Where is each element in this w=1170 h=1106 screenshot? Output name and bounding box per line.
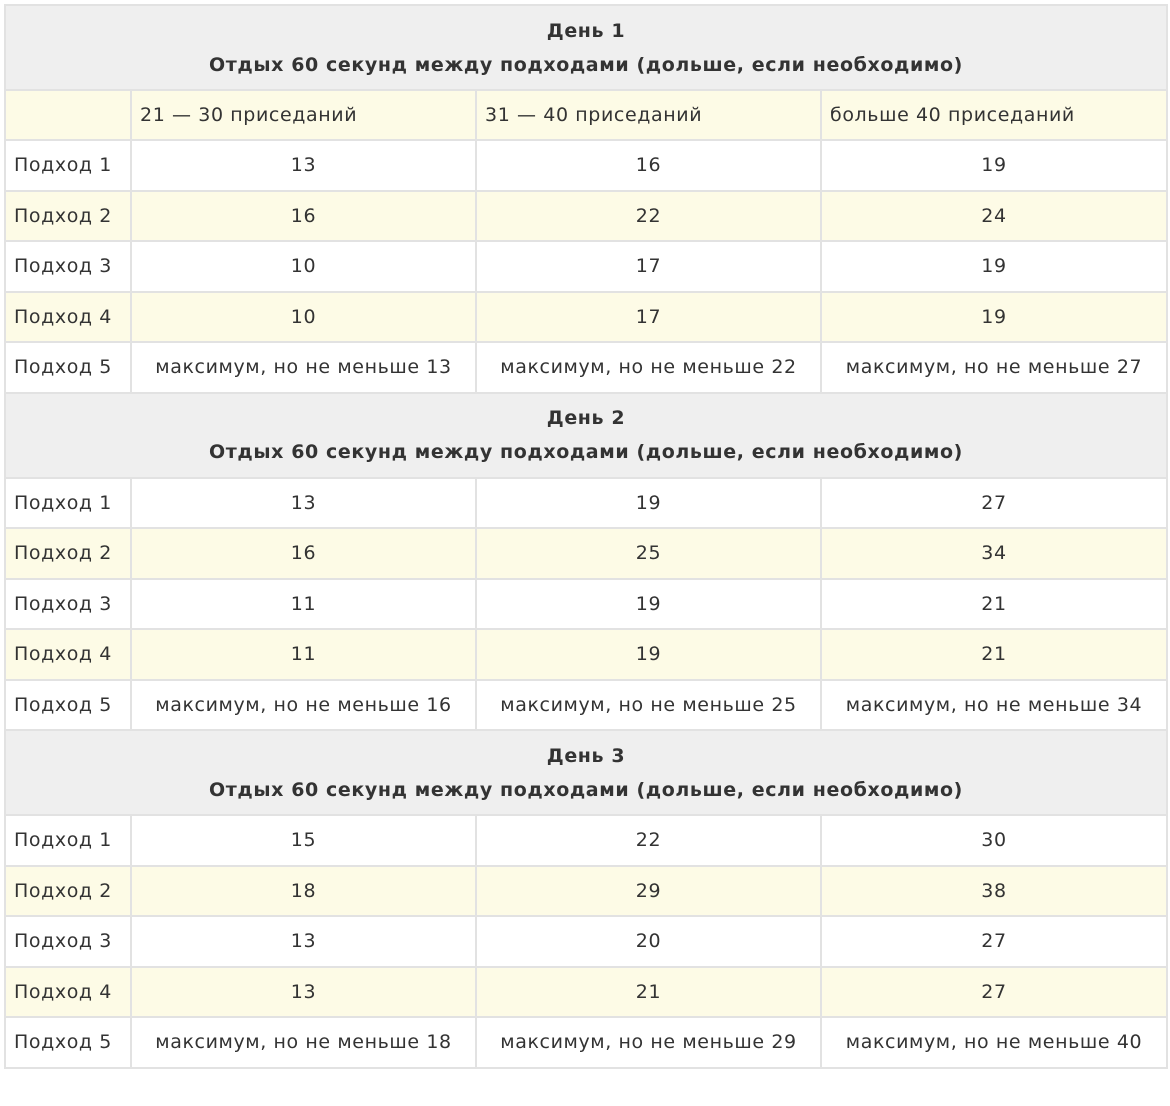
rep-cell: 27 [820, 476, 1168, 529]
rep-cell: 27 [820, 965, 1168, 1018]
rep-cell: максимум, но не меньше 40 [820, 1016, 1168, 1069]
corner-cell [4, 89, 132, 141]
rep-cell: 24 [820, 189, 1168, 242]
set-row: Подход 5 максимум, но не меньше 16 максиму… [4, 678, 1168, 731]
rep-cell: максимум, но не меньше 18 [130, 1016, 477, 1069]
column-header-row: 21 — 30 приседаний 31 — 40 приседаний боль… [4, 89, 1168, 141]
rep-cell: 19 [820, 240, 1168, 293]
set-label: Подход 5 [4, 341, 132, 394]
day-header-row: День 1 Отдых 60 секунд между подходами (д… [4, 4, 1168, 91]
table-body: День 1 Отдых 60 секунд между подходами (д… [4, 4, 1168, 1069]
rep-cell: 11 [130, 628, 477, 681]
set-label: Подход 4 [4, 965, 132, 1018]
set-row: Подход 5 максимум, но не меньше 13 максиму… [4, 341, 1168, 394]
rep-cell: 11 [130, 577, 477, 630]
set-label: Подход 3 [4, 915, 132, 968]
set-row: Подход 1 13 16 19 [4, 139, 1168, 192]
day-subtitle: Отдых 60 секунд между подходами (дольше,… [209, 53, 963, 76]
rep-cell: 21 [820, 577, 1168, 630]
rep-cell: 19 [820, 139, 1168, 192]
rep-cell: максимум, но не меньше 16 [130, 678, 477, 731]
rep-cell: 29 [475, 864, 822, 917]
set-label: Подход 3 [4, 240, 132, 293]
rep-cell: максимум, но не меньше 27 [820, 341, 1168, 394]
rep-cell: 27 [820, 915, 1168, 968]
day-header-row: День 2 Отдых 60 секунд между подходами (д… [4, 391, 1168, 479]
rep-cell: 21 [475, 965, 822, 1018]
set-label: Подход 1 [4, 139, 132, 192]
rep-cell: 16 [130, 189, 477, 242]
set-label: Подход 1 [4, 814, 132, 867]
rep-cell: максимум, но не меньше 13 [130, 341, 477, 394]
day-title: День 1 [546, 19, 626, 42]
rep-cell: 17 [475, 240, 822, 293]
rep-cell: 22 [475, 814, 822, 867]
day-subtitle: Отдых 60 секунд между подходами (дольше,… [209, 441, 963, 463]
rep-cell: 13 [130, 476, 477, 529]
rep-cell: 30 [820, 814, 1168, 867]
rep-cell: 15 [130, 814, 477, 867]
rep-cell: 19 [475, 628, 822, 681]
column-header: 31 — 40 приседаний [475, 89, 822, 141]
rep-cell: 17 [475, 290, 822, 343]
rep-cell: 19 [475, 476, 822, 529]
day-subtitle: Отдых 60 секунд между подходами (дольше,… [209, 778, 963, 801]
day-header-row: День 3 Отдых 60 секунд между подходами (д… [4, 729, 1168, 816]
set-label: Подход 2 [4, 864, 132, 917]
rep-cell: 22 [475, 189, 822, 242]
rep-cell: 19 [475, 577, 822, 630]
set-row: Подход 5 максимум, но не меньше 18 максиму… [4, 1016, 1168, 1069]
rep-cell: 16 [130, 527, 477, 580]
rep-cell: максимум, но не меньше 22 [475, 341, 822, 394]
workout-table: День 1 Отдых 60 секунд между подходами (д… [4, 4, 1168, 1069]
day-title: День 2 [546, 407, 626, 429]
rep-cell: 21 [820, 628, 1168, 681]
day-header: День 2 Отдых 60 секунд между подходами (д… [4, 391, 1168, 479]
set-label: Подход 2 [4, 189, 132, 242]
set-row: Подход 3 11 19 21 [4, 577, 1168, 630]
column-header: больше 40 приседаний [820, 89, 1168, 141]
set-label: Подход 4 [4, 628, 132, 681]
day-header: День 3 Отдых 60 секунд между подходами (д… [4, 729, 1168, 816]
rep-cell: 19 [820, 290, 1168, 343]
set-label: Подход 1 [4, 476, 132, 529]
set-row: Подход 4 11 19 21 [4, 628, 1168, 681]
set-row: Подход 3 10 17 19 [4, 240, 1168, 293]
set-label: Подход 4 [4, 290, 132, 343]
rep-cell: 13 [130, 965, 477, 1018]
rep-cell: 20 [475, 915, 822, 968]
set-label: Подход 3 [4, 577, 132, 630]
set-label: Подход 2 [4, 527, 132, 580]
rep-cell: 34 [820, 527, 1168, 580]
rep-cell: максимум, но не меньше 25 [475, 678, 822, 731]
rep-cell: 10 [130, 240, 477, 293]
rep-cell: 25 [475, 527, 822, 580]
set-label: Подход 5 [4, 678, 132, 731]
set-row: Подход 2 18 29 38 [4, 864, 1168, 917]
rep-cell: максимум, но не меньше 34 [820, 678, 1168, 731]
rep-cell: 38 [820, 864, 1168, 917]
set-row: Подход 3 13 20 27 [4, 915, 1168, 968]
set-row: Подход 1 13 19 27 [4, 476, 1168, 529]
rep-cell: 10 [130, 290, 477, 343]
set-row: Подход 4 10 17 19 [4, 290, 1168, 343]
rep-cell: максимум, но не меньше 29 [475, 1016, 822, 1069]
day-header: День 1 Отдых 60 секунд между подходами (д… [4, 4, 1168, 91]
set-row: Подход 2 16 22 24 [4, 189, 1168, 242]
day-title: День 3 [546, 744, 626, 767]
set-row: Подход 2 16 25 34 [4, 527, 1168, 580]
set-label: Подход 5 [4, 1016, 132, 1069]
rep-cell: 13 [130, 915, 477, 968]
rep-cell: 13 [130, 139, 477, 192]
column-header: 21 — 30 приседаний [130, 89, 477, 141]
set-row: Подход 1 15 22 30 [4, 814, 1168, 867]
set-row: Подход 4 13 21 27 [4, 965, 1168, 1018]
rep-cell: 18 [130, 864, 477, 917]
rep-cell: 16 [475, 139, 822, 192]
